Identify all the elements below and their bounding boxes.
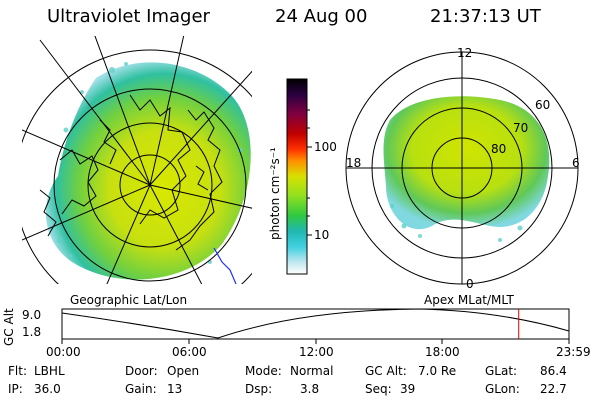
gain-value: 13 [167,382,183,396]
ip-value: 36.0 [34,382,61,396]
magnetic-caption: Apex MLat/MLT [424,293,514,307]
emission-speckle-polar [390,204,523,242]
mlat-label-70: 70 [513,121,529,135]
timeline-xtick-1800: 18:00 [425,345,460,359]
mlt-label-18: 18 [346,156,362,170]
filter-value: LBHL [34,364,65,378]
image-date: 24 Aug 00 [275,6,368,27]
colorbar-unit-label: photon cm⁻²s⁻¹ [268,147,282,240]
mlt-label-0: 0 [466,277,474,291]
timeline-xtick-0000: 00:00 [46,345,81,359]
latlon-grid [22,36,252,284]
timeline-xtick-2359: 23:59 [556,345,591,359]
glat-value: 86.4 [540,364,567,378]
door-label: Door: [125,364,158,378]
mode-label: Mode: [245,364,282,378]
seq-label: Seq: [365,382,392,396]
mlat-label-60: 60 [535,98,551,112]
auroral-emission-magnetic [383,96,550,230]
timeline-ticks [61,339,570,344]
gc-alt-value: 7.0 Re [418,364,457,378]
timeline-ytick-max: 9.0 [22,308,42,322]
dsp-value: 3.8 [300,382,320,396]
gain-label: Gain: [125,382,157,396]
door-value: Open [167,364,200,378]
geographic-map-panel [22,36,252,284]
timeline-xtick-1200: 12:00 [299,345,334,359]
dsp-label: Dsp: [245,382,273,396]
polar-grid [346,52,578,284]
colorbar-tick-100: 100 [314,140,337,154]
geographic-caption: Geographic Lat/Lon [70,293,188,307]
emission-speckle [50,62,243,264]
colorbar [286,78,308,275]
gc-alt-label: GC Alt: [365,364,407,378]
orbit-altitude-curve [61,308,570,339]
mlt-label-12: 12 [457,46,473,60]
filter-label: Flt: [8,364,27,378]
timeline-ylabel: GC Alt [2,308,16,346]
ip-label: IP: [8,382,23,396]
mode-value: Normal [290,364,334,378]
instrument-title: Ultraviolet Imager [47,6,210,27]
image-time: 21:37:13 UT [430,6,541,27]
terminator-line [213,247,237,284]
magnetic-polar-panel [345,51,579,285]
glon-value: 22.7 [540,382,567,396]
timeline-ytick-min: 1.8 [22,325,42,339]
coastlines [39,94,223,251]
mlt-label-6: 6 [572,156,580,170]
timeline-xtick-0600: 06:00 [172,345,207,359]
colorbar-tick-10: 10 [314,228,330,242]
altitude-timeline [61,308,570,344]
glat-label: GLat: [485,364,518,378]
mlat-label-80: 80 [491,142,507,156]
seq-value: 39 [400,382,416,396]
glon-label: GLon: [485,382,520,396]
colorbar-ticks [307,109,312,236]
